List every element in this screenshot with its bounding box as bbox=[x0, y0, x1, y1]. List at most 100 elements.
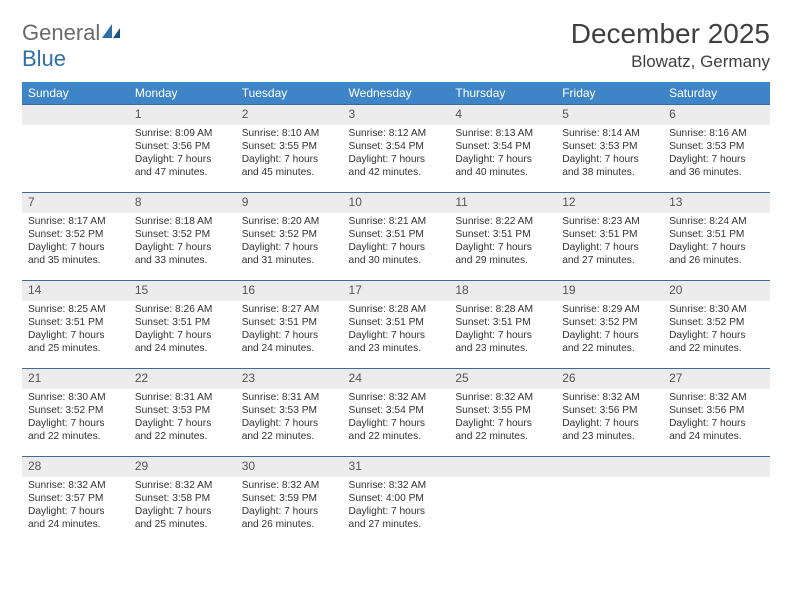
day-details: Sunrise: 8:28 AMSunset: 3:51 PMDaylight:… bbox=[449, 301, 556, 359]
day-number: 3 bbox=[343, 105, 450, 125]
calendar-day-cell: 1Sunrise: 8:09 AMSunset: 3:56 PMDaylight… bbox=[129, 105, 236, 193]
sunrise-line: Sunrise: 8:27 AM bbox=[242, 303, 337, 316]
daylight-line: Daylight: 7 hours and 25 minutes. bbox=[135, 505, 230, 531]
day-number: 5 bbox=[556, 105, 663, 125]
daylight-line: Daylight: 7 hours and 22 minutes. bbox=[455, 417, 550, 443]
calendar-table: SundayMondayTuesdayWednesdayThursdayFrid… bbox=[22, 82, 770, 545]
sunrise-line: Sunrise: 8:32 AM bbox=[28, 479, 123, 492]
sunset-line: Sunset: 3:53 PM bbox=[135, 404, 230, 417]
day-details: Sunrise: 8:18 AMSunset: 3:52 PMDaylight:… bbox=[129, 213, 236, 271]
sunrise-line: Sunrise: 8:21 AM bbox=[349, 215, 444, 228]
sunset-line: Sunset: 3:51 PM bbox=[455, 228, 550, 241]
day-number: 8 bbox=[129, 193, 236, 213]
day-number: 17 bbox=[343, 281, 450, 301]
day-number: 12 bbox=[556, 193, 663, 213]
sunset-line: Sunset: 3:51 PM bbox=[28, 316, 123, 329]
sunrise-line: Sunrise: 8:32 AM bbox=[349, 391, 444, 404]
sunset-line: Sunset: 3:55 PM bbox=[455, 404, 550, 417]
sunrise-line: Sunrise: 8:13 AM bbox=[455, 127, 550, 140]
calendar-day-cell: 8Sunrise: 8:18 AMSunset: 3:52 PMDaylight… bbox=[129, 193, 236, 281]
calendar-day-cell: 19Sunrise: 8:29 AMSunset: 3:52 PMDayligh… bbox=[556, 281, 663, 369]
sunrise-line: Sunrise: 8:32 AM bbox=[455, 391, 550, 404]
day-details: Sunrise: 8:29 AMSunset: 3:52 PMDaylight:… bbox=[556, 301, 663, 359]
calendar-week-row: 21Sunrise: 8:30 AMSunset: 3:52 PMDayligh… bbox=[22, 369, 770, 457]
sunset-line: Sunset: 3:51 PM bbox=[135, 316, 230, 329]
daylight-line: Daylight: 7 hours and 35 minutes. bbox=[28, 241, 123, 267]
sunset-line: Sunset: 3:59 PM bbox=[242, 492, 337, 505]
calendar-day-cell: 24Sunrise: 8:32 AMSunset: 3:54 PMDayligh… bbox=[343, 369, 450, 457]
day-details: Sunrise: 8:26 AMSunset: 3:51 PMDaylight:… bbox=[129, 301, 236, 359]
calendar-day-cell: 27Sunrise: 8:32 AMSunset: 3:56 PMDayligh… bbox=[663, 369, 770, 457]
daylight-line: Daylight: 7 hours and 33 minutes. bbox=[135, 241, 230, 267]
day-number: 27 bbox=[663, 369, 770, 389]
sunrise-line: Sunrise: 8:32 AM bbox=[135, 479, 230, 492]
day-number: 16 bbox=[236, 281, 343, 301]
weekday-header: Saturday bbox=[663, 82, 770, 105]
daylight-line: Daylight: 7 hours and 23 minutes. bbox=[455, 329, 550, 355]
weekday-header: Friday bbox=[556, 82, 663, 105]
day-details: Sunrise: 8:14 AMSunset: 3:53 PMDaylight:… bbox=[556, 125, 663, 183]
day-number: 2 bbox=[236, 105, 343, 125]
sunset-line: Sunset: 3:52 PM bbox=[669, 316, 764, 329]
daylight-line: Daylight: 7 hours and 27 minutes. bbox=[349, 505, 444, 531]
day-number: 15 bbox=[129, 281, 236, 301]
calendar-day-cell: 12 Sunrise: 8:23 AMSunset: 3:51 PMDayligh… bbox=[556, 193, 663, 281]
sunrise-line: Sunrise: 8:22 AM bbox=[455, 215, 550, 228]
day-details: Sunrise: 8:32 AMSunset: 4:00 PMDaylight:… bbox=[343, 477, 450, 535]
calendar-day-cell: 17Sunrise: 8:28 AMSunset: 3:51 PMDayligh… bbox=[343, 281, 450, 369]
daylight-line: Daylight: 7 hours and 36 minutes. bbox=[669, 153, 764, 179]
sunrise-line: Sunrise: 8:30 AM bbox=[669, 303, 764, 316]
calendar-day-cell: 18Sunrise: 8:28 AMSunset: 3:51 PMDayligh… bbox=[449, 281, 556, 369]
sunset-line: Sunset: 3:51 PM bbox=[455, 316, 550, 329]
sunrise-line: Sunrise: 8:14 AM bbox=[562, 127, 657, 140]
day-details: Sunrise: 8:27 AMSunset: 3:51 PMDaylight:… bbox=[236, 301, 343, 359]
sunrise-line: Sunrise: 8:23 AM bbox=[562, 215, 657, 228]
daylight-line: Daylight: 7 hours and 29 minutes. bbox=[455, 241, 550, 267]
sunrise-line: Sunrise: 8:32 AM bbox=[562, 391, 657, 404]
calendar-day-cell: 3Sunrise: 8:12 AMSunset: 3:54 PMDaylight… bbox=[343, 105, 450, 193]
sunset-line: Sunset: 3:53 PM bbox=[669, 140, 764, 153]
calendar-day-cell: 11 Sunrise: 8:22 AMSunset: 3:51 PMDayligh… bbox=[449, 193, 556, 281]
sunrise-line: Sunrise: 8:32 AM bbox=[669, 391, 764, 404]
page-header: GeneralBlue December 2025 Blowatz, Germa… bbox=[22, 18, 770, 72]
calendar-day-cell: 2Sunrise: 8:10 AMSunset: 3:55 PMDaylight… bbox=[236, 105, 343, 193]
logo-text-right: Blue bbox=[22, 46, 66, 71]
day-number: 23 bbox=[236, 369, 343, 389]
sunset-line: Sunset: 4:00 PM bbox=[349, 492, 444, 505]
month-title: December 2025 bbox=[571, 18, 770, 50]
day-number: 9 bbox=[236, 193, 343, 213]
daylight-line: Daylight: 7 hours and 23 minutes. bbox=[349, 329, 444, 355]
sunrise-line: Sunrise: 8:18 AM bbox=[135, 215, 230, 228]
weekday-header: Thursday bbox=[449, 82, 556, 105]
day-number: 21 bbox=[22, 369, 129, 389]
day-details: Sunrise: 8:17 AMSunset: 3:52 PMDaylight:… bbox=[22, 213, 129, 271]
day-details: Sunrise: 8:09 AMSunset: 3:56 PMDaylight:… bbox=[129, 125, 236, 183]
day-details: Sunrise: 8:32 AMSunset: 3:55 PMDaylight:… bbox=[449, 389, 556, 447]
calendar-day-cell: 21Sunrise: 8:30 AMSunset: 3:52 PMDayligh… bbox=[22, 369, 129, 457]
weekday-header: Monday bbox=[129, 82, 236, 105]
sunset-line: Sunset: 3:56 PM bbox=[135, 140, 230, 153]
sunset-line: Sunset: 3:51 PM bbox=[562, 228, 657, 241]
calendar-day-cell: 4Sunrise: 8:13 AMSunset: 3:54 PMDaylight… bbox=[449, 105, 556, 193]
title-block: December 2025 Blowatz, Germany bbox=[571, 18, 770, 72]
day-details: Sunrise: 8:32 AMSunset: 3:58 PMDaylight:… bbox=[129, 477, 236, 535]
calendar-day-cell: 15Sunrise: 8:26 AMSunset: 3:51 PMDayligh… bbox=[129, 281, 236, 369]
daylight-line: Daylight: 7 hours and 24 minutes. bbox=[669, 417, 764, 443]
daylight-line: Daylight: 7 hours and 45 minutes. bbox=[242, 153, 337, 179]
sunrise-line: Sunrise: 8:31 AM bbox=[242, 391, 337, 404]
day-number: 10 bbox=[343, 193, 450, 213]
day-number: 25 bbox=[449, 369, 556, 389]
sunrise-line: Sunrise: 8:10 AM bbox=[242, 127, 337, 140]
day-number: 7 bbox=[22, 193, 129, 213]
sunrise-line: Sunrise: 8:28 AM bbox=[349, 303, 444, 316]
daylight-line: Daylight: 7 hours and 22 minutes. bbox=[349, 417, 444, 443]
day-number: 28 bbox=[22, 457, 129, 477]
day-details: Sunrise: 8:32 AMSunset: 3:56 PMDaylight:… bbox=[556, 389, 663, 447]
day-number: 11 bbox=[449, 193, 556, 213]
daylight-line: Daylight: 7 hours and 27 minutes. bbox=[562, 241, 657, 267]
calendar-empty-cell bbox=[556, 457, 663, 545]
sunset-line: Sunset: 3:56 PM bbox=[562, 404, 657, 417]
daylight-line: Daylight: 7 hours and 31 minutes. bbox=[242, 241, 337, 267]
sunrise-line: Sunrise: 8:30 AM bbox=[28, 391, 123, 404]
day-number: 18 bbox=[449, 281, 556, 301]
